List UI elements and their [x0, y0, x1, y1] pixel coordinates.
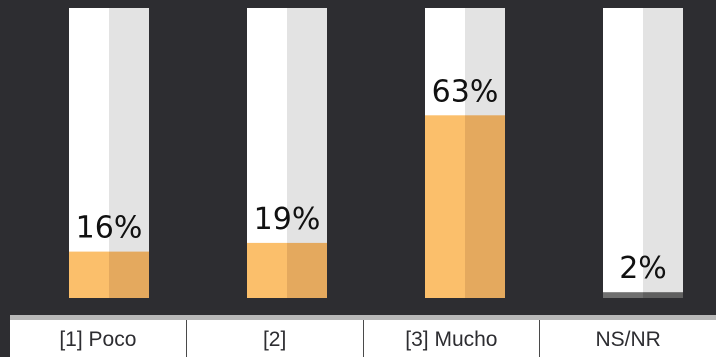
bar-fill-left-1 [69, 251, 109, 298]
category-table: [1] Poco [2] [3] Mucho NS/NR [10, 315, 716, 357]
bar-track-left-4 [603, 8, 643, 298]
bar-fill-right-1 [109, 251, 149, 298]
bar-fill-left-3 [425, 115, 465, 298]
category-cell-nsnr: NS/NR [595, 327, 661, 351]
bar-fill-left-4 [603, 292, 643, 298]
bar-fill-right-4 [643, 292, 683, 298]
bar-fill-left-2 [247, 242, 287, 298]
bar-value-label-3: 63% [432, 74, 499, 109]
bar-track-right-1 [109, 8, 149, 298]
category-cell-2: [2] [187, 320, 364, 357]
bars-group: 16% 19% 63% 2% [69, 8, 683, 298]
bar-track-left-1 [69, 8, 109, 298]
bar-value-label-4: 2% [619, 251, 667, 286]
bar-track-right-4 [643, 8, 683, 298]
category-cell-poco: [1] Poco [10, 320, 187, 357]
bar-value-label-2: 19% [254, 202, 321, 237]
bar-value-label-1: 16% [76, 211, 143, 246]
bar-fill-right-3 [465, 115, 505, 298]
category-cell-mucho: [3] Mucho [364, 320, 541, 357]
bar-fill-right-2 [287, 242, 327, 298]
